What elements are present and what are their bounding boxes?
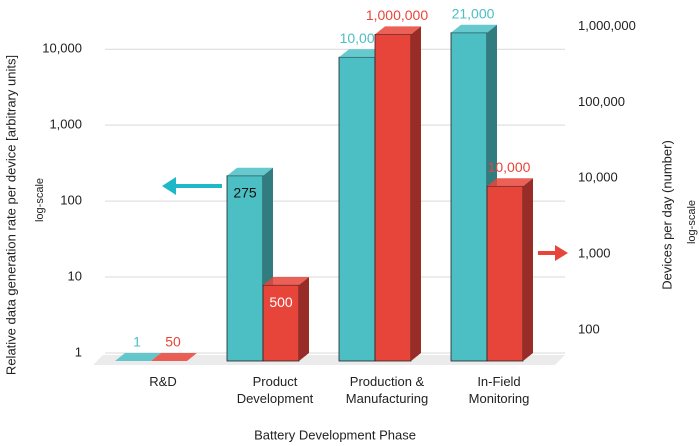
bar xyxy=(486,178,533,362)
bar-front xyxy=(486,185,524,362)
bar-side xyxy=(411,26,421,362)
y2-axis-title: Devices per day (number) xyxy=(659,140,674,290)
annotation: log-scale xyxy=(34,178,46,222)
bar-side xyxy=(299,277,309,361)
data-label: 275 xyxy=(233,184,257,200)
y2-tick-label: 10,000 xyxy=(578,170,618,185)
y-axis-title: Relative data generation rate per device… xyxy=(3,55,18,375)
bar-top xyxy=(263,277,309,286)
y-tick-label: 10,000 xyxy=(42,41,82,56)
y-tick-label: 100 xyxy=(60,193,82,208)
bar-top xyxy=(151,353,197,361)
bar-top xyxy=(487,178,533,187)
bar-top xyxy=(339,49,385,58)
data-label: 500 xyxy=(269,294,293,310)
y2-tick-label: 100 xyxy=(578,322,600,337)
y-tick-label: 1 xyxy=(75,344,82,359)
arrow-right xyxy=(538,245,568,261)
x-tick-label: Production & Manufacturing xyxy=(346,374,428,406)
bar-front xyxy=(450,32,488,362)
floor xyxy=(93,355,565,365)
data-label: 10,000 xyxy=(488,159,531,175)
annotation: log-scale xyxy=(686,200,698,244)
bar xyxy=(262,277,309,362)
y-tick-label: 1,000 xyxy=(49,117,82,132)
x-tick-label: Product Development xyxy=(237,374,314,406)
bar xyxy=(115,353,161,361)
bar-front xyxy=(374,33,412,362)
bar-top xyxy=(375,26,421,35)
bar-top xyxy=(115,353,161,361)
bar-front xyxy=(338,56,376,362)
bar-top xyxy=(227,167,273,176)
bar xyxy=(374,26,421,362)
data-label: 50 xyxy=(165,334,181,350)
bar-side xyxy=(523,178,533,361)
data-label: 10,000 xyxy=(340,30,383,46)
data-label: 1,000,000 xyxy=(366,7,428,23)
x-tick-label: R&D xyxy=(149,374,176,389)
y2-tick-label: 1,000,000 xyxy=(578,18,636,33)
bar xyxy=(226,167,273,362)
y-tick-label: 10 xyxy=(68,268,82,283)
y2-tick-label: 100,000 xyxy=(578,94,625,109)
bar xyxy=(450,24,497,362)
y2-tick-label: 1,000 xyxy=(578,246,611,261)
bar-top xyxy=(451,24,497,33)
arrow-left xyxy=(162,177,222,195)
x-tick-label: In-Field Monitoring xyxy=(469,374,530,406)
data-label: 1 xyxy=(133,334,141,350)
data-label: 21,000 xyxy=(452,5,495,21)
bar-front xyxy=(226,175,264,362)
x-axis-title: Battery Development Phase xyxy=(254,427,416,442)
bar xyxy=(151,353,197,361)
